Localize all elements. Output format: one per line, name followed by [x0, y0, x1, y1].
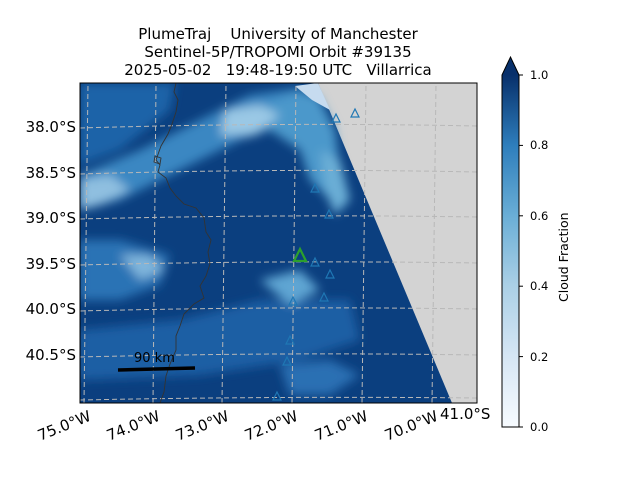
gridlines: [80, 83, 477, 403]
lat-label: 40.5°S: [25, 346, 76, 364]
lat-label: 39.0°S: [25, 209, 76, 227]
title-line-2: Sentinel-5P/TROPOMI Orbit #39135: [144, 43, 412, 61]
colorbar-title: Cloud Fraction: [556, 212, 571, 302]
map-area: [80, 83, 477, 403]
colorbar-tick-label: 0.4: [530, 279, 549, 293]
colorbar-outline: [501, 55, 520, 428]
colorbar-gradient: [502, 75, 519, 427]
scale-bar-label: 90 km: [134, 351, 175, 366]
colorbar: [501, 55, 523, 428]
colorbar-ticks: [519, 74, 523, 428]
colorbar-tick-label: 0.6: [530, 209, 549, 223]
volcano-marker: [331, 112, 341, 123]
target-volcano-marker: [292, 246, 308, 263]
volcano-marker: [285, 334, 295, 345]
volcano-marker: [282, 355, 292, 366]
map-frame: [79, 82, 478, 404]
volcano-markers: [272, 107, 360, 401]
lat-label: 40.0°S: [25, 300, 76, 318]
colorbar-tick-label: 0.0: [530, 420, 549, 434]
volcano-marker: [310, 182, 320, 193]
volcano-marker: [325, 268, 335, 279]
colorbar-extend-arrow: [502, 57, 519, 75]
corner-lat-label: 41.0°S: [440, 405, 491, 423]
title-line-3: 2025-05-02 19:48-19:50 UTC Villarrica: [124, 61, 432, 79]
lat-label: 38.0°S: [25, 118, 76, 136]
cloud-fraction-swath: [80, 83, 452, 403]
volcano-marker: [272, 390, 282, 401]
volcano-marker: [288, 295, 298, 306]
volcano-marker: [350, 107, 360, 118]
coastline: [155, 83, 212, 403]
title-line-1: PlumeTraj University of Manchester: [138, 25, 418, 43]
colorbar-tick-label: 1.0: [530, 68, 549, 82]
volcano-marker: [310, 256, 320, 267]
coastline: [153, 155, 162, 165]
lat-label: 39.5°S: [25, 255, 76, 273]
volcano-marker: [319, 291, 329, 302]
scale-bar: [117, 366, 196, 372]
colorbar-tick-label: 0.2: [530, 350, 549, 364]
lat-label: 38.5°S: [25, 164, 76, 182]
colorbar-tick-label: 0.8: [530, 138, 549, 152]
volcano-marker: [324, 208, 334, 219]
